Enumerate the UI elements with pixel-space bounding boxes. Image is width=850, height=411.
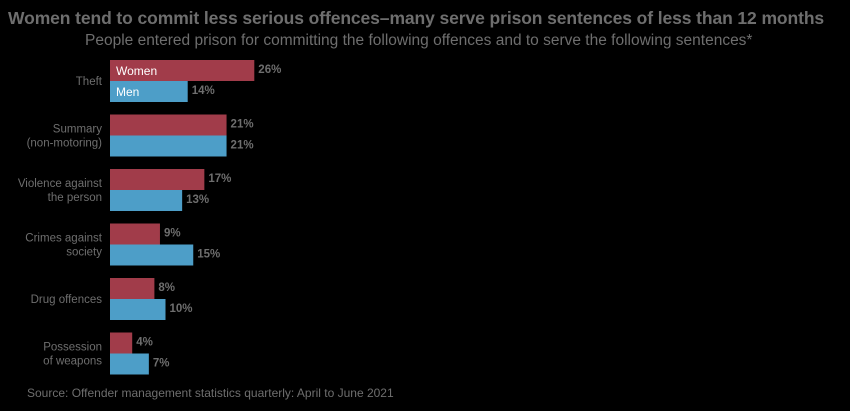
category-label-2-line0: Violence against: [18, 178, 103, 190]
data-label-men-0: 14%: [192, 85, 215, 97]
bar-women-5: [110, 332, 133, 354]
bar-women-3: [110, 223, 160, 245]
category-label-4: Drug offences: [31, 294, 103, 306]
data-label-women-1: 21%: [231, 119, 254, 131]
category-label-0: Theft: [76, 76, 103, 88]
source-note: Source: Offender management statistics q…: [27, 386, 394, 400]
data-label-men-1: 21%: [231, 140, 254, 152]
bar-men-1: [110, 135, 227, 157]
bar-men-3: [110, 244, 194, 266]
bar-men-4: [110, 299, 166, 320]
data-label-women-2: 17%: [208, 173, 231, 185]
category-label-5-line0: Possession: [43, 342, 102, 354]
category-label-1-line1: (non-motoring): [27, 138, 103, 150]
data-label-women-5: 4%: [136, 337, 153, 349]
chart-subtitle: People entered prison for committing the…: [85, 32, 753, 49]
data-label-men-2: 13%: [186, 194, 209, 206]
category-label-5-line1: of weapons: [43, 356, 102, 368]
bar-women-2: [110, 169, 205, 190]
chart-title: Women tend to commit less serious offenc…: [8, 8, 825, 28]
legend-label-men: Men: [116, 85, 139, 99]
bar-men-0: [110, 81, 188, 102]
data-label-women-3: 9%: [164, 228, 181, 240]
data-label-women-0: 26%: [258, 64, 281, 76]
bar-women-4: [110, 278, 155, 299]
bar-men-5: [110, 353, 149, 375]
category-label-3-line0: Crimes against: [25, 233, 102, 245]
data-label-women-4: 8%: [158, 282, 175, 294]
category-label-1-line0: Summary: [53, 124, 102, 136]
data-label-men-4: 10%: [170, 303, 193, 315]
category-label-3-line1: society: [66, 247, 102, 259]
bar-women-1: [110, 114, 227, 136]
data-label-men-5: 7%: [153, 358, 170, 370]
bar-men-2: [110, 190, 183, 211]
legend-label-women: Women: [116, 64, 157, 78]
category-label-2-line1: the person: [48, 192, 102, 204]
data-label-men-3: 15%: [197, 249, 220, 261]
bar-women-0: [110, 60, 255, 81]
